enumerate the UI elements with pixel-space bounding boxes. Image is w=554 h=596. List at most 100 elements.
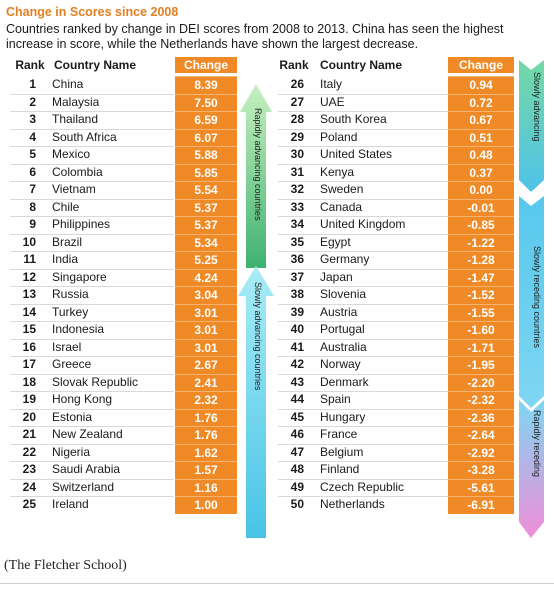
table-change-cell: -1.71 [448, 338, 514, 356]
table-country-cell: Greece [52, 357, 92, 371]
table-country-cell: France [320, 427, 358, 441]
table-change-cell: -2.92 [448, 443, 514, 461]
table-country-cell: Chile [52, 199, 80, 214]
row-divider [10, 163, 174, 165]
table-country-cell: Spain [320, 392, 351, 406]
table-change-cell: 1.62 [175, 443, 237, 461]
table-rank-cell: 9 [29, 217, 36, 231]
row-divider [10, 478, 174, 480]
table-country-cell: Norway [320, 357, 361, 371]
table-change-cell: 5.25 [175, 251, 237, 269]
table-rank-cell: 12 [22, 269, 36, 284]
row-divider [278, 233, 448, 235]
table-country-cell: Switzerland [52, 479, 115, 494]
table-country-cell: Israel [52, 339, 82, 354]
row-divider [278, 321, 448, 322]
table-change-cell: -2.64 [448, 426, 514, 444]
table-country-cell: Slovak Republic [52, 374, 139, 389]
table-country-cell: Japan [320, 269, 353, 284]
row-divider [10, 303, 174, 305]
table-rank-cell: 40 [290, 322, 304, 336]
label-slowly-advancing-left: Slowly advancing countries [253, 282, 263, 391]
table-change-cell: 1.57 [175, 461, 237, 479]
label-rapidly-advancing: Rapidly advancing countries [253, 108, 263, 221]
table-country-cell: Indonesia [52, 322, 105, 336]
table-change-cell: 2.41 [175, 373, 237, 391]
table-change-cell: 1.00 [175, 496, 237, 514]
row-divider [10, 111, 174, 112]
table-rank-cell: 13 [22, 287, 36, 301]
table-country-cell: Canada [320, 199, 363, 214]
table-change-cell: 3.04 [175, 286, 237, 304]
table-rank-cell: 45 [290, 409, 304, 424]
table-country-cell: Kenya [320, 164, 355, 179]
table-change-cell: -0.85 [448, 216, 514, 234]
table-country-cell: Mexico [52, 147, 91, 161]
table-rank-cell: 8 [29, 199, 36, 214]
table-change-cell: 6.07 [175, 128, 237, 146]
header-rank-left: Rank [15, 58, 45, 72]
label-slowly-advancing-right: Slowly advancing [532, 72, 542, 142]
table-change-cell: 0.72 [448, 93, 514, 111]
row-divider [278, 461, 448, 462]
slow-advance-right-band [519, 60, 544, 192]
table-change-cell: 6.59 [175, 111, 237, 129]
row-divider [10, 321, 174, 322]
table-rank-cell: 42 [290, 357, 304, 371]
table-change-cell: 0.37 [448, 163, 514, 181]
row-divider [10, 426, 174, 427]
row-divider [10, 251, 174, 252]
table-change-cell: -1.55 [448, 303, 514, 321]
table-rank-cell: 36 [290, 252, 304, 266]
table-change-cell: 5.34 [175, 233, 237, 251]
table-country-cell: Hong Kong [52, 392, 113, 406]
row-divider [10, 391, 174, 392]
table-country-cell: Saudi Arabia [52, 462, 121, 476]
label-slowly-receding: Slowly receding countries [532, 246, 542, 349]
table-change-cell: 0.94 [448, 76, 514, 94]
table-country-cell: Malaysia [52, 94, 100, 109]
row-divider [10, 338, 174, 340]
table-change-cell: -1.47 [448, 268, 514, 286]
row-divider [278, 478, 448, 480]
label-rapidly-receding: Rapidly receding [532, 410, 542, 478]
table-change-cell: 0.00 [448, 181, 514, 199]
table-rank-cell: 44 [290, 392, 304, 406]
table-change-cell: -2.32 [448, 391, 514, 409]
table-rank-cell: 7 [29, 182, 36, 196]
table-change-cell: 3.01 [175, 303, 237, 321]
table-country-cell: Finland [320, 462, 360, 476]
table-change-cell: 0.67 [448, 111, 514, 129]
table-rank-cell: 19 [22, 392, 36, 406]
table-country-cell: China [52, 77, 84, 91]
table-country-cell: Austria [320, 304, 358, 319]
row-divider [10, 408, 174, 410]
table-rank-cell: 32 [290, 182, 304, 196]
row-divider [278, 251, 448, 252]
table-country-cell: Nigeria [52, 444, 91, 459]
table-country-cell: Sweden [320, 182, 364, 196]
table-change-cell: 2.67 [175, 356, 237, 374]
row-divider [10, 268, 174, 270]
table-rank-cell: 10 [22, 234, 36, 249]
table-rank-cell: 48 [290, 462, 304, 476]
table-rank-cell: 6 [29, 164, 36, 179]
table-rank-cell: 1 [29, 77, 36, 91]
row-divider [10, 461, 174, 462]
slow-advance-arrow [238, 266, 274, 538]
table-country-cell: United States [320, 147, 393, 161]
table-rank-cell: 14 [22, 304, 36, 319]
table-rank-cell: 29 [290, 129, 304, 144]
table-rank-cell: 35 [290, 234, 304, 249]
row-divider [278, 216, 448, 217]
row-divider [278, 391, 448, 392]
row-divider [278, 408, 448, 410]
table-country-cell: Australia [320, 339, 367, 354]
table-change-cell: -1.95 [448, 356, 514, 374]
table-country-cell: Philippines [52, 217, 111, 231]
table-change-cell: -1.22 [448, 233, 514, 251]
table-country-cell: Brazil [52, 234, 83, 249]
table-country-cell: Thailand [52, 112, 99, 126]
row-divider [278, 268, 448, 270]
